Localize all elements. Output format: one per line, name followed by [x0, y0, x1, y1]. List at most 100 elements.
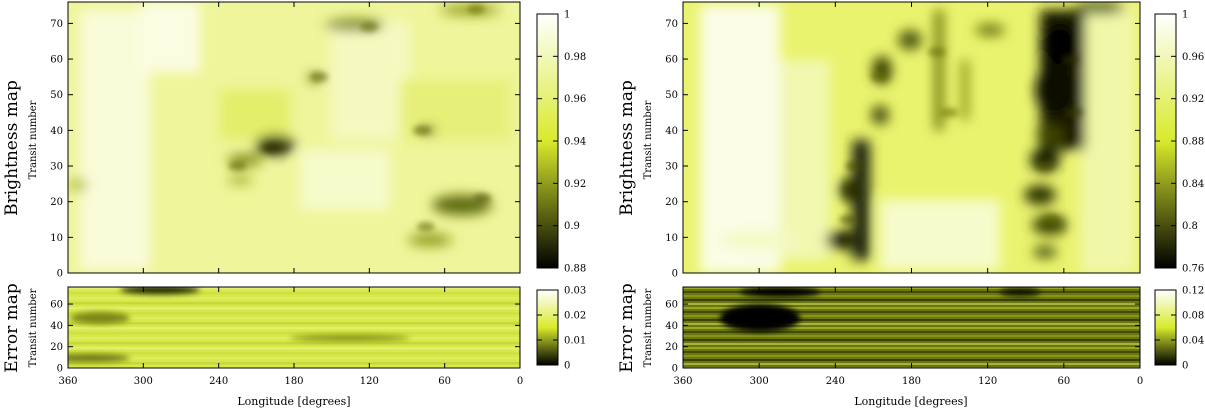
- y-tick-label: 60: [665, 300, 678, 311]
- y-tick-label: 0: [57, 269, 63, 280]
- y-tick-label: 40: [50, 321, 63, 332]
- y-tick-label: 0: [672, 269, 678, 280]
- left-brightness-y-ticks: 0 10 20 30 40 50 60 70: [50, 2, 521, 280]
- colorbar-tick-label: 0.96: [1182, 52, 1204, 63]
- x-tick-label: 360: [673, 376, 692, 387]
- right-brightness-title: Brightness map: [617, 80, 637, 216]
- y-tick-label: 60: [665, 55, 678, 66]
- y-tick-label: 10: [50, 233, 63, 244]
- right-brightness-heatmap: [683, 2, 1140, 273]
- error-stripe: [683, 351, 1140, 353]
- left-brightness-colorbar: 0.88 0.9 0.92 0.94 0.96 0.98 1: [536, 10, 586, 275]
- colorbar-tick-label: 0.92: [564, 179, 586, 190]
- error-stripe: [683, 311, 1140, 313]
- y-tick-label: 70: [50, 19, 63, 30]
- right-error-heatmap: [683, 287, 1140, 368]
- brightness-spot: [927, 46, 946, 57]
- x-tick-label: 60: [1057, 376, 1070, 387]
- error-stripe: [683, 331, 1140, 333]
- y-tick-label: 50: [50, 90, 63, 101]
- colorbar-tick-label: 0.76: [1182, 264, 1204, 275]
- x-tick-label: 120: [360, 376, 379, 387]
- error-stripe: [683, 295, 1140, 297]
- error-stripe: [683, 319, 1140, 321]
- feature-marks: [228, 4, 492, 232]
- colorbar-tick-label: 0.9: [564, 221, 580, 232]
- x-tick-label: 180: [902, 376, 921, 387]
- brightness-spot: [1042, 214, 1061, 225]
- brightness-spot: [467, 4, 486, 15]
- right-error-ylabel: Transit number: [643, 288, 654, 367]
- colorbar-tick-label: 0.01: [564, 336, 586, 347]
- colorbar-tick-label: 0.12: [1182, 286, 1204, 297]
- y-tick-label: 20: [665, 197, 678, 208]
- colorbar-tick-label: 0.88: [564, 264, 586, 275]
- colorbar-tick-label: 0.98: [564, 52, 586, 63]
- error-stripe: [683, 359, 1140, 361]
- brightness-spot: [310, 71, 329, 82]
- brightness-spot: [473, 193, 492, 204]
- y-tick-label: 20: [50, 197, 63, 208]
- y-tick-label: 0: [57, 364, 63, 375]
- brightness-spot: [1061, 54, 1080, 65]
- error-stripe: [68, 317, 520, 320]
- brightness-spot: [845, 161, 864, 172]
- error-stripe: [683, 355, 1140, 357]
- brightness-spot: [839, 214, 858, 225]
- colorbar-tick-label: 1: [1182, 10, 1188, 21]
- error-stripe: [68, 312, 520, 315]
- x-tick-label: 60: [438, 376, 451, 387]
- right-error-title: Error map: [617, 283, 637, 373]
- colorbar-tick-label: 0.94: [564, 137, 586, 148]
- x-tick-label: 360: [58, 376, 77, 387]
- error-stripe: [683, 299, 1140, 301]
- error-stripe: [68, 307, 520, 310]
- y-tick-label: 50: [665, 90, 678, 101]
- x-tick-label: 240: [826, 376, 845, 387]
- y-tick-label: 20: [665, 342, 678, 353]
- y-tick-label: 40: [665, 321, 678, 332]
- left-brightness-ylabel: Transit number: [28, 100, 39, 179]
- error-stripe: [68, 332, 520, 335]
- left-error-ylabel: Transit number: [28, 288, 39, 367]
- left-error-title: Error map: [2, 283, 22, 373]
- left-brightness-title: Brightness map: [2, 80, 22, 216]
- error-stripe: [683, 335, 1140, 337]
- right-brightness-panel: 0 10 20 30 40 50 60 70 Brightness map Transit n…: [617, 1, 1141, 280]
- x-tick-label: 180: [284, 376, 303, 387]
- colorbar-tick-label: 0.88: [1182, 137, 1204, 148]
- left-error-xlabel: Longitude [degrees]: [237, 395, 350, 408]
- colorbar-tick-label: 0.04: [1182, 336, 1204, 347]
- brightness-spot: [940, 107, 959, 118]
- y-tick-label: 40: [665, 126, 678, 137]
- error-stripe: [68, 297, 520, 300]
- error-stripe: [68, 327, 520, 330]
- y-tick-label: 10: [665, 233, 678, 244]
- y-tick-label: 60: [50, 55, 63, 66]
- colorbar-tick-label: 0.92: [1182, 94, 1204, 105]
- x-tick-label: 300: [750, 376, 769, 387]
- y-tick-label: 20: [50, 342, 63, 353]
- right-brightness-colorbar: 0.76 0.8 0.84 0.88 0.92 0.96 1: [1154, 10, 1204, 275]
- brightness-spot: [870, 71, 889, 82]
- error-stripe: [68, 322, 520, 325]
- error-stripe: [68, 357, 520, 360]
- error-stripe: [683, 343, 1140, 345]
- colorbar-tick-label: 0.96: [564, 94, 586, 105]
- error-stripe: [68, 352, 520, 355]
- error-stripe: [68, 347, 520, 350]
- left-brightness-heatmap: [68, 2, 520, 273]
- x-tick-label: 300: [134, 376, 153, 387]
- error-stripe: [683, 307, 1140, 309]
- right-brightness-ylabel: Transit number: [643, 100, 654, 179]
- error-stripe: [683, 303, 1140, 305]
- brightness-spot: [1064, 107, 1083, 118]
- colorbar-tick-label: 0.84: [1182, 179, 1204, 190]
- brightness-spot: [1035, 161, 1054, 172]
- brightness-spot: [228, 161, 247, 172]
- error-stripe: [68, 342, 520, 345]
- error-stripe: [683, 323, 1140, 325]
- left-error-panel: 0 20 40 60 360 300 240 180 120 60 0 Error map Tran…: [2, 283, 523, 408]
- error-stripe: [683, 339, 1140, 341]
